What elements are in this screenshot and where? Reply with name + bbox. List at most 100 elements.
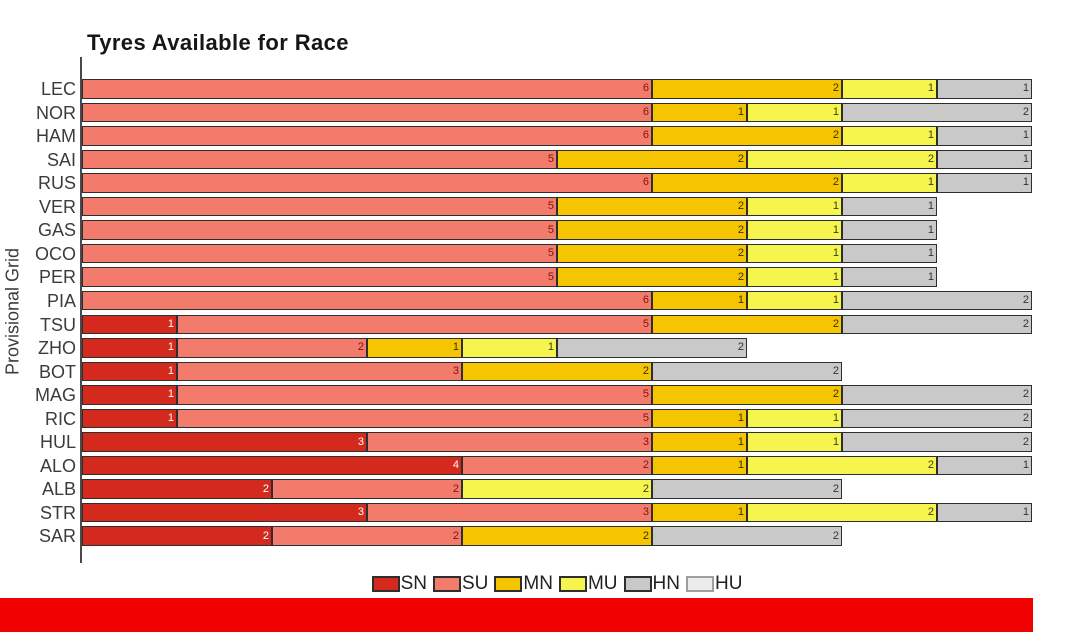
bar-segment-mu: 1 — [842, 79, 937, 99]
segment-value: 3 — [357, 435, 364, 448]
driver-label: SAR — [38, 526, 76, 547]
bar-segment-hn: 2 — [557, 338, 747, 358]
driver-label: ALO — [39, 455, 76, 476]
bar-segment-hn: 2 — [652, 479, 842, 499]
bar-segment-hn: 2 — [842, 314, 1032, 334]
bar-segment-su: 5 — [82, 196, 557, 217]
bar-segment-sn: 1 — [82, 385, 177, 405]
bar-row: 5 2 1 1 — [82, 243, 1032, 264]
bar-segment-hn: 1 — [937, 173, 1032, 193]
bar-segment-hn: 2 — [842, 385, 1032, 405]
driver-label: ALB — [41, 479, 76, 500]
segment-value: 1 — [832, 247, 839, 260]
segment-value: 2 — [927, 506, 934, 519]
bar-row: 1 2 1 1 2 — [82, 338, 1032, 358]
segment-value: 1 — [167, 411, 174, 424]
segment-value: 1 — [167, 317, 174, 330]
legend-label: HN — [652, 573, 680, 594]
segment-value: 2 — [1022, 435, 1029, 448]
segment-value: 1 — [737, 459, 744, 472]
bar-row: 5 2 1 1 — [82, 220, 1032, 240]
segment-value: 1 — [927, 82, 934, 95]
legend-item-su: SU — [432, 573, 488, 595]
bar-segment-mn: 2 — [652, 385, 842, 405]
bar-segment-su: 5 — [82, 220, 557, 240]
driver-label: PER — [38, 267, 76, 288]
bar-segment-hn: 1 — [842, 243, 937, 264]
bar-segment-hn: 2 — [652, 526, 842, 546]
segment-value: 1 — [1022, 176, 1029, 189]
driver-label: HUL — [39, 432, 76, 453]
segment-value: 1 — [927, 176, 934, 189]
segment-value: 5 — [547, 200, 554, 212]
bar-row: 2 2 2 2 — [82, 479, 1032, 499]
segment-value: 2 — [262, 529, 269, 542]
segment-value: 2 — [737, 247, 744, 260]
legend-item-hn: HN — [623, 573, 680, 595]
segment-value: 4 — [452, 459, 459, 472]
bar-segment-mu: 1 — [747, 196, 842, 217]
bar-segment-mn: 2 — [652, 126, 842, 146]
bar-segment-mu: 1 — [747, 243, 842, 264]
bar-segment-sn: 1 — [82, 361, 177, 382]
segment-value: 2 — [642, 529, 649, 542]
legend-swatch-mu — [558, 576, 587, 592]
segment-value: 5 — [547, 152, 554, 165]
segment-value: 1 — [1022, 82, 1029, 95]
bar-segment-mu: 1 — [747, 102, 842, 123]
segment-value: 1 — [832, 200, 839, 212]
legend-swatch-hn — [623, 576, 652, 592]
bar-row: 6 1 1 2 — [82, 102, 1032, 123]
legend-label: SN — [400, 573, 427, 594]
segment-value: 1 — [737, 294, 744, 307]
segment-value: 2 — [1022, 388, 1029, 401]
segment-value: 1 — [452, 341, 459, 354]
bar-segment-mn: 1 — [652, 455, 747, 476]
segment-value: 5 — [642, 411, 649, 424]
driver-label: GAS — [37, 220, 76, 241]
bar-segment-sn: 2 — [82, 526, 272, 546]
bar-segment-hn: 1 — [937, 455, 1032, 476]
bar-segment-su: 5 — [177, 385, 652, 405]
segment-value: 5 — [547, 223, 554, 236]
segment-value: 1 — [832, 270, 839, 283]
legend-label: MN — [523, 573, 553, 594]
segment-value: 1 — [927, 223, 934, 236]
bar-row: 1 5 1 1 2 — [82, 408, 1032, 429]
bar-row: 5 2 1 1 — [82, 196, 1032, 217]
bar-segment-su: 2 — [272, 479, 462, 499]
footer-red-bar — [0, 598, 1033, 632]
segment-value: 2 — [737, 200, 744, 212]
segment-value: 1 — [927, 200, 934, 212]
segment-value: 2 — [832, 529, 839, 542]
legend: SN SU MN MU HN HU — [82, 573, 1032, 595]
segment-value: 1 — [167, 341, 174, 354]
bar-segment-su: 5 — [177, 408, 652, 429]
bar-segment-mn: 2 — [652, 79, 842, 99]
legend-label: HU — [714, 573, 743, 594]
segment-value: 2 — [1022, 317, 1029, 330]
segment-value: 2 — [832, 388, 839, 401]
bar-segment-mn: 1 — [652, 290, 747, 311]
legend-swatch-sn — [371, 576, 400, 592]
bar-segment-su: 6 — [82, 290, 652, 311]
bar-segment-su: 6 — [82, 173, 652, 193]
driver-label: PIA — [46, 290, 76, 311]
legend-item-hu: HU — [685, 573, 743, 595]
segment-value: 2 — [832, 82, 839, 95]
segment-value: 2 — [1022, 411, 1029, 424]
segment-value: 2 — [642, 482, 649, 495]
bar-segment-mn: 2 — [652, 173, 842, 193]
bar-segment-mn: 2 — [462, 526, 652, 546]
segment-value: 1 — [927, 129, 934, 142]
segment-value: 2 — [832, 482, 839, 495]
driver-label: VER — [38, 196, 76, 217]
driver-label: MAG — [34, 385, 76, 406]
segment-value: 2 — [832, 176, 839, 189]
segment-value: 6 — [642, 129, 649, 142]
bar-segment-mn: 1 — [652, 502, 747, 523]
bar-segment-mu: 2 — [747, 455, 937, 476]
legend-swatch-hu — [685, 576, 714, 592]
segment-value: 6 — [642, 294, 649, 307]
